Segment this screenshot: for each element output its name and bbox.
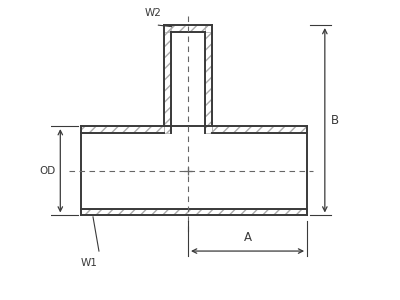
Text: OD: OD bbox=[40, 166, 56, 176]
Text: B: B bbox=[331, 114, 339, 127]
Text: A: A bbox=[244, 231, 252, 244]
Text: W2: W2 bbox=[145, 8, 162, 18]
Text: W1: W1 bbox=[81, 259, 98, 269]
